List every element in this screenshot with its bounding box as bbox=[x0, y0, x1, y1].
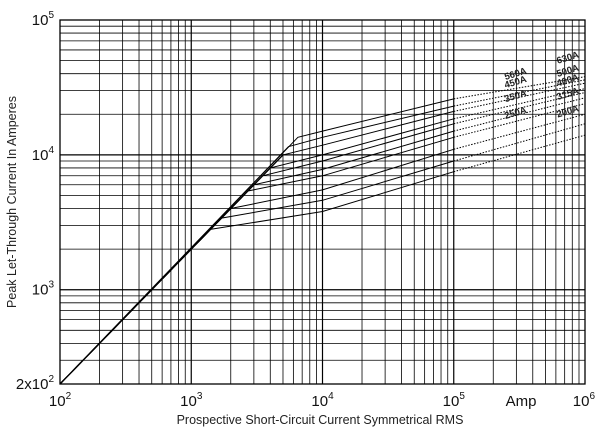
y-tick-label: 104 bbox=[32, 145, 55, 164]
series-line-350a bbox=[60, 131, 454, 384]
rating-label-200a: 200A bbox=[555, 103, 580, 120]
y-tick-labels: 2x102 103 104 105 bbox=[16, 10, 55, 393]
x-tick-label: 106 bbox=[573, 391, 596, 410]
x-tick-label: 105 bbox=[443, 391, 466, 410]
y-axis-title: Peak Let-Through Current In Amperes bbox=[5, 96, 19, 308]
series-line-450a bbox=[60, 119, 454, 384]
series-line-400a bbox=[60, 124, 454, 384]
x-tick-label: 103 bbox=[180, 391, 203, 410]
series-extension-250a bbox=[454, 114, 585, 149]
x-unit-label: Amp bbox=[506, 393, 537, 410]
y-tick-label: 103 bbox=[32, 280, 55, 299]
series-line-315a bbox=[60, 137, 454, 384]
series-line-630a bbox=[60, 99, 454, 384]
series-extension-unnamed-9 bbox=[454, 135, 585, 172]
y-tick-label: 105 bbox=[32, 10, 55, 29]
series-line-200a bbox=[60, 161, 454, 384]
x-axis-title: Prospective Short-Circuit Current Symmet… bbox=[177, 413, 464, 427]
x-tick-label: 102 bbox=[49, 391, 72, 410]
series-line-560a bbox=[60, 106, 454, 384]
x-tick-label: 104 bbox=[311, 391, 334, 410]
y-tick-label: 2x102 bbox=[16, 374, 55, 393]
